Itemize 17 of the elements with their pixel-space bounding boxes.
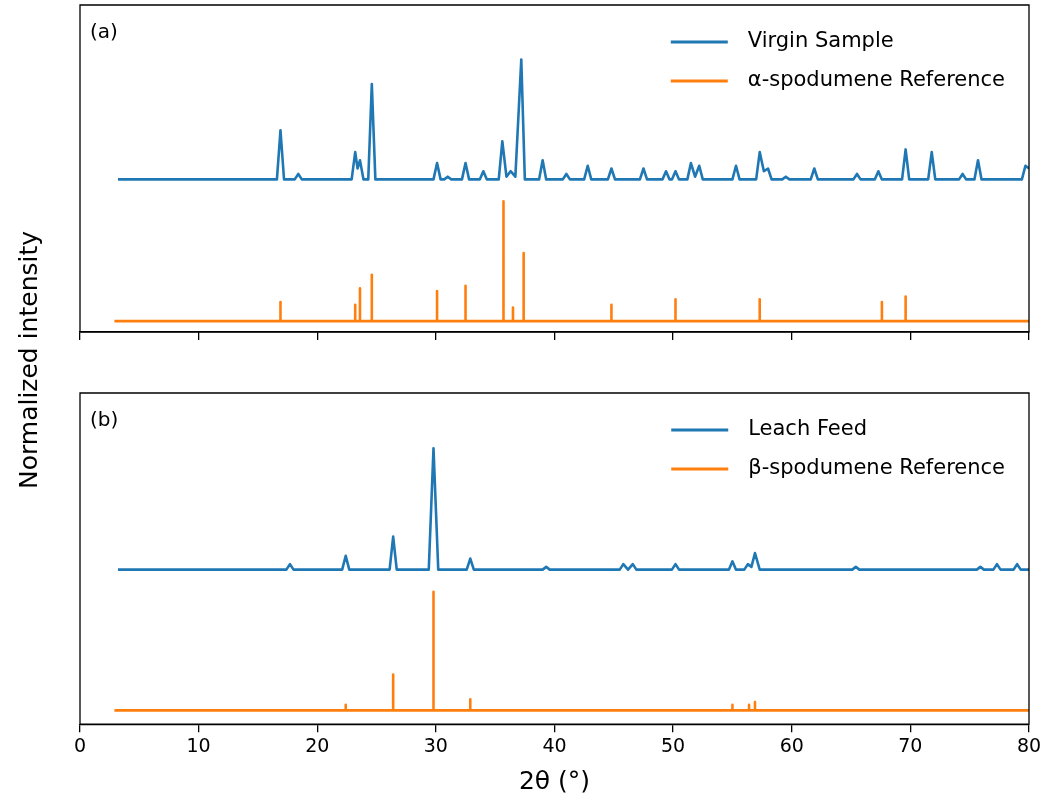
- x-tick-label: 30: [423, 733, 448, 756]
- x-tick-label: 0: [73, 733, 87, 756]
- x-tick-label: 80: [1016, 733, 1042, 756]
- text: (a): [90, 19, 118, 44]
- x-tick-label: 50: [661, 733, 686, 756]
- x-tick-label: 40: [542, 733, 567, 756]
- legend-label: α-spodumene Reference: [747, 67, 1006, 92]
- x-tick-label: 70: [898, 733, 923, 756]
- legend-label: Virgin Sample: [747, 28, 894, 53]
- x-axis-title: 2θ (°): [518, 765, 591, 795]
- y-axis-title: Normalized intensity: [13, 230, 43, 490]
- x-tick-label: 60: [779, 733, 804, 756]
- text: (b): [90, 407, 119, 432]
- legend-label: Leach Feed: [748, 416, 867, 441]
- legend-label: β-spodumene Reference: [748, 455, 1006, 480]
- x-tick-label: 10: [186, 733, 211, 756]
- x-tick-label: 20: [305, 733, 330, 756]
